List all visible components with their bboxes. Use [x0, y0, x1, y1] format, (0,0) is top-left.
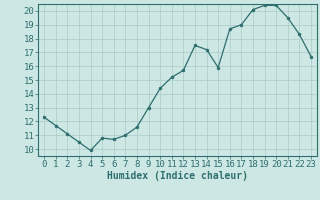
- X-axis label: Humidex (Indice chaleur): Humidex (Indice chaleur): [107, 171, 248, 181]
